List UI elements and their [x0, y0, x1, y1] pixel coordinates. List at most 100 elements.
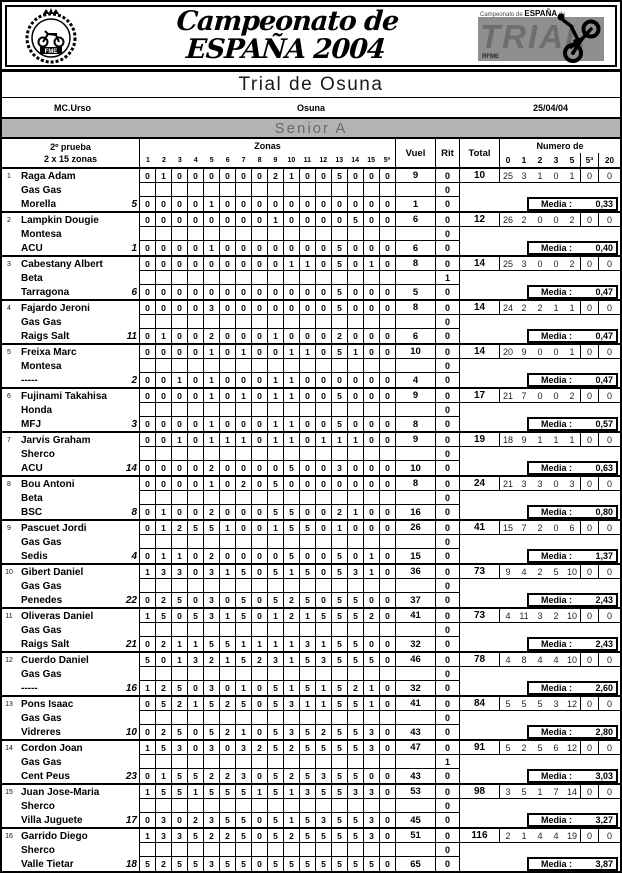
- lap2-points: 4: [396, 373, 436, 387]
- zone-score-lap1: 0: [364, 433, 380, 447]
- count-col-label: 3: [553, 155, 559, 165]
- zone-score-lap2: 2: [284, 593, 300, 607]
- zone-score-lap2: 0: [300, 505, 316, 519]
- zonas-label: Zonas: [254, 141, 281, 151]
- rider-row-mid: Sherco 0: [2, 843, 620, 857]
- zone-empty-cell: [156, 359, 172, 373]
- zone-score-lap1: 3: [156, 829, 172, 843]
- zone-empty-cell: [268, 755, 284, 769]
- open-space: [460, 447, 620, 461]
- zone-empty-cell: [332, 271, 348, 285]
- zone-empty-cell: [252, 755, 268, 769]
- media-label: Media :: [540, 771, 572, 781]
- media-label: Media :: [540, 419, 572, 429]
- zone-score-lap1: 5: [236, 697, 252, 711]
- zone-score-lap1: 0: [316, 345, 332, 359]
- count-value: 10: [566, 610, 577, 621]
- zone-empty-cell: [188, 535, 204, 549]
- zone-empty-cell: [204, 447, 220, 461]
- lap1-points: 8: [396, 477, 436, 491]
- zone-score-lap1: 1: [172, 653, 188, 667]
- count-value: 0: [553, 346, 559, 357]
- count-value: 25: [502, 258, 513, 269]
- media-label: Media :: [540, 507, 572, 517]
- zone-score-lap1: 1: [220, 521, 236, 535]
- zone-score-lap2: 0: [140, 373, 156, 387]
- vuel-empty-cell: [396, 491, 436, 505]
- zone-empty-cell: [204, 667, 220, 681]
- index-spacer: [2, 593, 16, 607]
- zone-empty-cell: [300, 271, 316, 285]
- zone-score-lap1: 5: [188, 521, 204, 535]
- count-value: 10: [566, 566, 577, 577]
- count-value: 2: [521, 302, 527, 313]
- vuel-empty-cell: [396, 359, 436, 373]
- zone-empty-cell: [204, 799, 220, 813]
- zone-score-lap2: 0: [188, 285, 204, 299]
- count-value: 9: [521, 346, 527, 357]
- rider-position: 13: [5, 700, 13, 708]
- count-value: 9: [521, 434, 527, 445]
- rider-bike: Gas Gas: [16, 623, 140, 637]
- zone-score-lap2: 2: [204, 329, 220, 343]
- count-5a-value: 0: [580, 653, 598, 667]
- zone-counts: 9 4 2 5 10: [500, 565, 580, 579]
- zone-empty-cell: [140, 843, 156, 857]
- count-5a-value: 0: [580, 609, 598, 623]
- rider-position: 16: [5, 832, 13, 840]
- count-value: 1: [537, 170, 543, 181]
- index-spacer: [2, 725, 16, 739]
- zone-score-lap2: 2: [348, 681, 364, 695]
- zone-empty-cell: [316, 667, 332, 681]
- zone-score-lap1: 0: [268, 257, 284, 271]
- zone-score-lap2: 0: [300, 285, 316, 299]
- prueba-header: 2º prueba 2 x 15 zonas: [2, 139, 140, 167]
- zone-score-lap2: 5: [236, 813, 252, 827]
- zone-empty-cell: [380, 227, 396, 241]
- zone-score-lap1: 5: [348, 741, 364, 755]
- zone-empty-cell: [140, 623, 156, 637]
- rit-lap1: 0: [436, 213, 460, 227]
- rider-club-cell: Penedes 22: [16, 593, 140, 607]
- zone-score-lap1: 0: [380, 389, 396, 403]
- zone-score-lap1: 1: [140, 741, 156, 755]
- zone-score-lap2: 0: [156, 417, 172, 431]
- zone-empty-cell: [220, 799, 236, 813]
- total-points: 78: [460, 653, 500, 667]
- count-value: 0: [553, 170, 559, 181]
- rider-row-lap1: 15 Juan Jose-Maria 1 5 5 1 5 5 5 1 5 1 3 5 5 3 3 0 53 0 98 3 5…: [2, 785, 620, 799]
- zone-score-lap1: 3: [348, 565, 364, 579]
- rider-row-lap2: Penedes 22 0 2 5 0 3 0 5 0 5 2 5 0 5 5 0 0 37 0 Media :2,43: [2, 593, 620, 607]
- rider-dorsal: 1: [131, 242, 137, 254]
- zone-score-lap2: 0: [188, 417, 204, 431]
- zone-score-lap1: 1: [204, 433, 220, 447]
- rider-dorsal: 10: [125, 726, 137, 738]
- zone-score-lap2: 5: [300, 593, 316, 607]
- zone-empty-cell: [268, 271, 284, 285]
- zone-empty-cell: [236, 711, 252, 725]
- zone-score-lap2: 1: [140, 681, 156, 695]
- rider-dorsal: 23: [125, 770, 137, 782]
- rider-row-mid: Gas Gas 0: [2, 667, 620, 681]
- index-spacer: [2, 373, 16, 387]
- event-date: 25/04/04: [532, 102, 568, 113]
- zone-score-lap2: 1: [236, 681, 252, 695]
- zone-score-lap2: 0: [332, 373, 348, 387]
- zone-empty-cell: [332, 843, 348, 857]
- zone-score-lap2: 0: [156, 285, 172, 299]
- zone-empty-cell: [316, 535, 332, 549]
- zone-score-lap1: 0: [140, 389, 156, 403]
- zone-score-lap1: 0: [380, 565, 396, 579]
- zone-empty-cell: [204, 711, 220, 725]
- zone-score-lap1: 5: [300, 521, 316, 535]
- zone-score-lap1: 5: [332, 169, 348, 183]
- zone-score-lap2: 0: [380, 857, 396, 871]
- zone-score-lap2: 2: [204, 549, 220, 563]
- zone-score-lap2: 0: [380, 813, 396, 827]
- zone-score-lap1: 1: [316, 433, 332, 447]
- lap1-points: 46: [396, 653, 436, 667]
- vuel-empty-cell: [396, 227, 436, 241]
- zone-score-lap1: 0: [188, 433, 204, 447]
- rider-bike: Gas Gas: [16, 183, 140, 197]
- count-20-value: 0: [598, 697, 620, 711]
